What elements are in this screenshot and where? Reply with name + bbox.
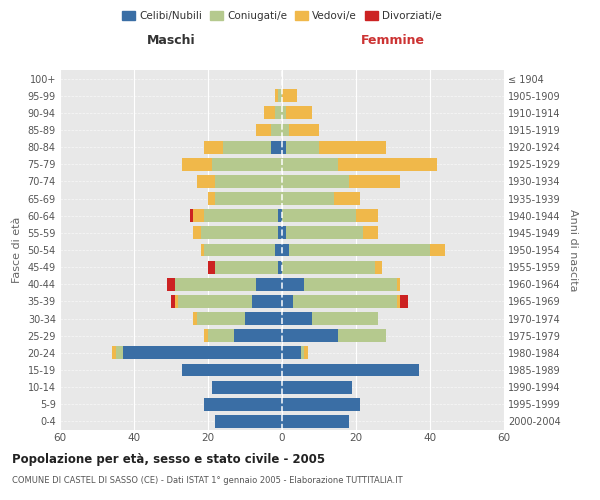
Bar <box>178 295 253 308</box>
Bar <box>282 244 289 256</box>
Bar <box>112 346 115 360</box>
Bar <box>400 295 408 308</box>
Bar <box>200 226 278 239</box>
Legend: Celibi/Nubili, Coniugati/e, Vedovi/e, Divorziati/e: Celibi/Nubili, Coniugati/e, Vedovi/e, Di… <box>119 8 445 24</box>
Bar <box>282 278 304 290</box>
Bar <box>275 90 278 102</box>
Y-axis label: Anni di nascita: Anni di nascita <box>568 209 578 291</box>
Bar <box>215 415 282 428</box>
Bar <box>204 140 223 153</box>
Bar <box>282 398 360 410</box>
Bar <box>215 192 282 205</box>
Bar <box>349 175 400 188</box>
Bar <box>282 90 297 102</box>
Bar <box>282 346 301 360</box>
Bar <box>319 140 386 153</box>
Bar <box>374 260 382 274</box>
Bar <box>223 140 271 153</box>
Bar <box>289 244 430 256</box>
Bar <box>304 278 397 290</box>
Bar <box>256 124 271 136</box>
Bar <box>278 210 282 222</box>
Bar <box>337 330 386 342</box>
Bar <box>282 226 286 239</box>
Bar <box>167 278 175 290</box>
Bar <box>212 380 282 394</box>
Bar <box>271 140 282 153</box>
Bar <box>215 260 278 274</box>
Text: Maschi: Maschi <box>146 34 196 48</box>
Bar <box>245 312 282 325</box>
Bar <box>356 210 378 222</box>
Text: Popolazione per età, sesso e stato civile - 2005: Popolazione per età, sesso e stato civil… <box>12 452 325 466</box>
Bar <box>275 244 282 256</box>
Bar <box>286 106 311 120</box>
Bar <box>311 312 378 325</box>
Bar <box>430 244 445 256</box>
Bar <box>193 210 204 222</box>
Bar <box>293 295 397 308</box>
Bar <box>282 295 293 308</box>
Bar <box>282 210 356 222</box>
Bar <box>364 226 378 239</box>
Bar <box>282 140 286 153</box>
Bar <box>204 330 208 342</box>
Bar <box>208 192 215 205</box>
Bar <box>175 295 178 308</box>
Bar <box>286 140 319 153</box>
Bar <box>193 312 197 325</box>
Bar <box>334 192 360 205</box>
Bar <box>182 158 212 170</box>
Bar <box>200 244 204 256</box>
Bar <box>282 380 352 394</box>
Bar <box>212 158 282 170</box>
Bar <box>182 364 282 376</box>
Bar <box>397 295 400 308</box>
Y-axis label: Fasce di età: Fasce di età <box>12 217 22 283</box>
Bar <box>256 278 282 290</box>
Text: Femmine: Femmine <box>361 34 425 48</box>
Bar <box>197 312 245 325</box>
Bar <box>289 124 319 136</box>
Bar <box>282 415 349 428</box>
Bar <box>282 312 311 325</box>
Bar <box>275 106 282 120</box>
Bar <box>282 364 419 376</box>
Bar <box>175 278 256 290</box>
Bar <box>208 260 215 274</box>
Bar <box>115 346 123 360</box>
Bar <box>171 295 175 308</box>
Bar <box>282 124 289 136</box>
Bar <box>197 175 215 188</box>
Bar <box>397 278 400 290</box>
Bar <box>253 295 282 308</box>
Bar <box>286 226 364 239</box>
Bar <box>193 226 200 239</box>
Bar <box>278 260 282 274</box>
Bar <box>263 106 275 120</box>
Bar <box>278 90 282 102</box>
Bar <box>337 158 437 170</box>
Bar <box>234 330 282 342</box>
Bar <box>282 158 337 170</box>
Bar <box>282 106 286 120</box>
Bar <box>190 210 193 222</box>
Bar <box>271 124 282 136</box>
Bar <box>204 398 282 410</box>
Bar <box>282 330 337 342</box>
Bar <box>301 346 304 360</box>
Bar <box>204 244 275 256</box>
Bar <box>123 346 282 360</box>
Bar <box>215 175 282 188</box>
Bar <box>282 175 349 188</box>
Bar <box>208 330 234 342</box>
Bar <box>204 210 278 222</box>
Text: COMUNE DI CASTEL DI SASSO (CE) - Dati ISTAT 1° gennaio 2005 - Elaborazione TUTTI: COMUNE DI CASTEL DI SASSO (CE) - Dati IS… <box>12 476 403 485</box>
Bar <box>282 192 334 205</box>
Bar <box>304 346 308 360</box>
Bar <box>282 260 374 274</box>
Bar <box>278 226 282 239</box>
